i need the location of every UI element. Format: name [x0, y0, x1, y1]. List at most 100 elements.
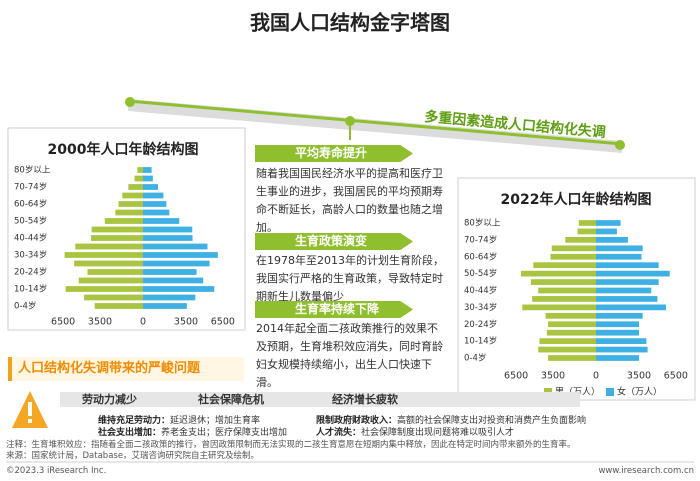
y-tick-label: 80岁以上 — [14, 165, 51, 176]
warning-mark — [28, 419, 32, 423]
bar — [596, 287, 652, 294]
x-tick-label: 6500 — [504, 371, 528, 382]
x-tick-label: 3500 — [541, 371, 565, 382]
bar — [596, 338, 647, 344]
section-heading: 平均寿命提升 — [255, 145, 413, 162]
problem-item: 维持充足劳动力：延迟退休；增加生育率 — [98, 415, 260, 427]
problems-title: 人口结构化失调带来的严峻问题 — [8, 357, 244, 381]
item-label: 限制政府财政收入： — [316, 416, 398, 426]
bar — [522, 304, 596, 311]
y-tick-label: 10-14岁 — [464, 336, 497, 347]
bar — [143, 294, 196, 301]
bar — [137, 167, 143, 173]
section-text: 随着我国国民经济水平的提高和医疗卫生事业的进步，我国居民的平均预期寿命不断延长，… — [256, 167, 443, 234]
bar — [143, 167, 152, 173]
bar — [596, 228, 617, 235]
bar — [565, 237, 596, 243]
bar — [75, 243, 143, 250]
chart-title: 2022年人口年龄结构图 — [501, 191, 652, 208]
x-tick-label: 0 — [140, 317, 146, 328]
bar — [596, 329, 639, 336]
bar — [91, 226, 143, 233]
item-text: 延迟退休；增加生育率 — [170, 416, 261, 426]
page-title: 我国人口结构金字塔图 — [250, 11, 450, 35]
bar — [91, 235, 143, 241]
y-tick-label: 40-44岁 — [464, 285, 497, 296]
bar — [577, 228, 596, 235]
bar — [143, 286, 215, 292]
problem-item: 社会支出增加：养老金支出；医疗保障支出增加 — [98, 427, 287, 439]
bar — [143, 201, 167, 207]
item-label: 人才流失： — [316, 428, 362, 438]
bar — [550, 253, 596, 260]
bar — [578, 220, 596, 226]
x-tick-label: 6500 — [664, 371, 688, 382]
y-tick-label: 20-24岁 — [464, 319, 497, 330]
bar — [596, 245, 643, 252]
bar — [143, 260, 210, 267]
bar — [104, 218, 143, 224]
bar — [596, 279, 659, 285]
bar — [596, 321, 639, 328]
bar — [128, 184, 143, 190]
problem-item: 人才流失：社会保障制度出现问题将难以吸引人才 — [316, 427, 514, 439]
y-tick-label: 80岁以上 — [464, 218, 501, 229]
item-text: 养老金支出；医疗保障支出增加 — [161, 428, 288, 438]
bar — [596, 262, 659, 269]
warning-mark — [28, 402, 32, 416]
item-label: 社会支出增加： — [98, 428, 162, 438]
bar — [143, 277, 204, 284]
y-tick-label: 10-14岁 — [14, 284, 47, 295]
bar — [530, 279, 596, 285]
bar — [143, 184, 158, 190]
y-tick-label: 0-4岁 — [464, 353, 486, 364]
bar — [78, 277, 143, 284]
item-text: 社会保障制度出现问题将难以吸引人才 — [361, 428, 515, 438]
y-tick-label: 50-54岁 — [14, 216, 47, 227]
y-tick-label: 30-34岁 — [464, 302, 497, 313]
bar — [143, 235, 193, 241]
bar — [64, 252, 143, 258]
bar — [521, 270, 596, 277]
bar — [143, 252, 218, 258]
x-tick-label: 3500 — [174, 317, 198, 328]
bar — [538, 287, 596, 294]
y-tick-label: 30-34岁 — [14, 250, 47, 261]
x-tick-label: 6500 — [51, 317, 75, 328]
scale-dot — [615, 140, 625, 150]
y-tick-label: 60-64岁 — [14, 199, 47, 210]
problem-header: 劳动力减少 — [82, 393, 137, 406]
problem-header: 经济增长疲软 — [332, 393, 398, 406]
copyright: ©2023.3 iResearch Inc. — [6, 466, 107, 476]
site-url: www.iresearch.com.cn — [598, 466, 694, 476]
bar — [94, 303, 143, 309]
x-tick-label: 6500 — [211, 317, 235, 328]
bar — [551, 245, 596, 252]
item-label: 维持充足劳动力： — [98, 416, 171, 426]
y-tick-label: 0-4岁 — [14, 301, 36, 312]
y-tick-label: 40-44岁 — [14, 233, 47, 244]
bar — [143, 209, 170, 216]
bar — [596, 237, 628, 243]
bar — [122, 192, 143, 199]
legend-swatch — [606, 388, 614, 396]
bar — [143, 192, 164, 199]
y-tick-label: 60-64岁 — [464, 251, 497, 262]
bar — [545, 312, 596, 319]
bar — [143, 226, 193, 233]
bar — [87, 269, 143, 275]
bar — [539, 338, 596, 344]
y-tick-label: 70-74岁 — [14, 182, 47, 193]
bar — [74, 260, 143, 267]
problem-item: 限制政府财政收入：高额的社会保障支出对投资和消费产生负面影响 — [316, 415, 586, 427]
chart-title: 2000年人口年龄结构图 — [48, 141, 199, 158]
section-heading: 生育率持续下降 — [255, 301, 413, 318]
note: 注释：生育堆积效应：指随着全面二孩政策的推行，曾因政策限制而无法实现的二孩生育意… — [6, 440, 576, 450]
bar — [143, 243, 208, 250]
bar — [596, 355, 639, 361]
bar — [538, 346, 596, 353]
x-tick-label: 3500 — [627, 371, 651, 382]
bar — [143, 269, 197, 275]
